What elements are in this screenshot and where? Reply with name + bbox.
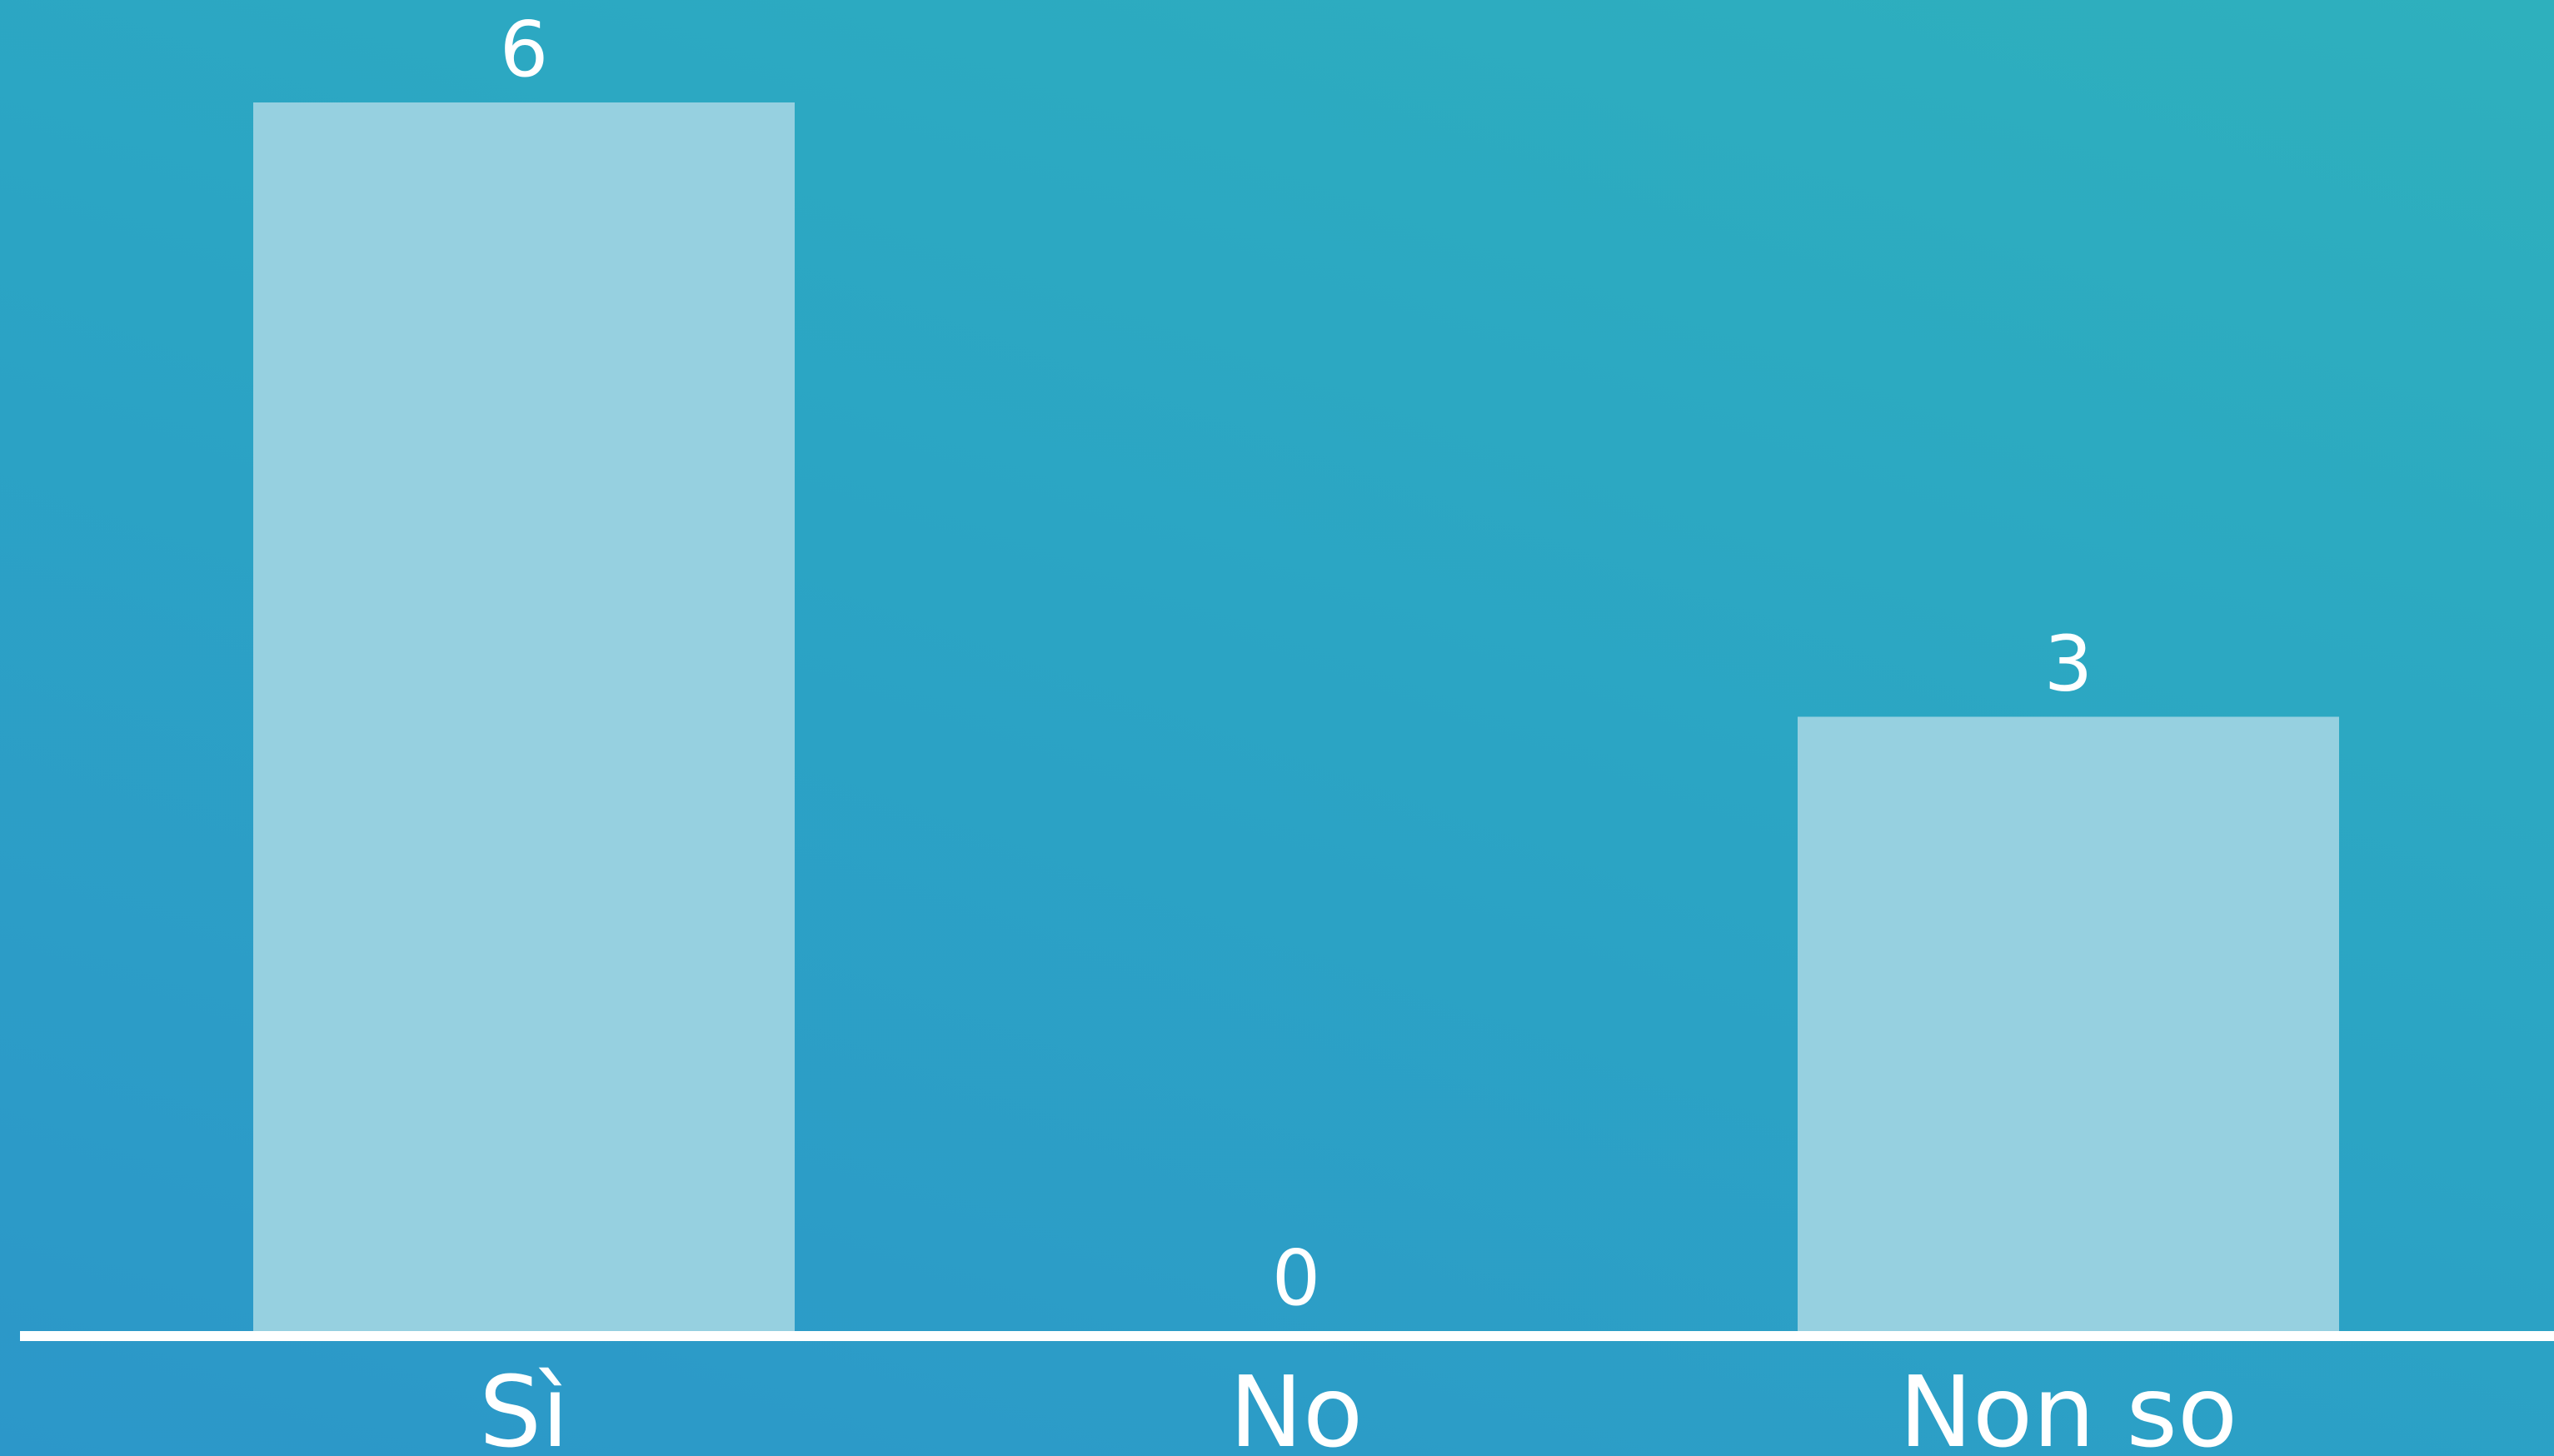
category-label-0: Sì	[479, 1354, 569, 1456]
bar-2	[1798, 716, 2339, 1331]
value-label-2: 3	[2044, 620, 2093, 709]
value-label-0: 6	[500, 5, 549, 94]
category-label-2: Non so	[1899, 1354, 2237, 1456]
value-label-1: 0	[1272, 1234, 1321, 1323]
category-label-1: No	[1230, 1354, 1363, 1456]
bars-layer	[253, 102, 2339, 1331]
labels-layer: 6 Sì 0 No 3 Non so	[479, 5, 2237, 1456]
bar-0	[253, 102, 795, 1331]
